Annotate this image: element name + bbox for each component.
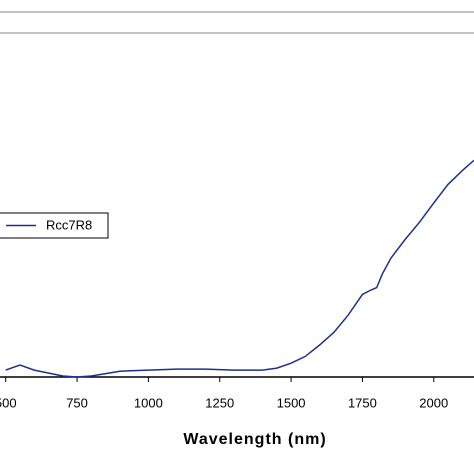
x-tick-label: 500 xyxy=(0,395,17,410)
x-tick-label: 1250 xyxy=(205,395,234,410)
title-box xyxy=(0,11,474,13)
x-tick-label: 1000 xyxy=(134,395,163,410)
x-tick-label: 2000 xyxy=(419,395,448,410)
legend-label: Rcc7R8 xyxy=(46,217,92,232)
data-line xyxy=(5,159,474,378)
x-tick-label: 1500 xyxy=(277,395,306,410)
x-tick-label: 750 xyxy=(66,395,88,410)
x-axis-label: Wavelength (nm) xyxy=(183,431,326,448)
plot-frame xyxy=(0,32,474,378)
x-tick-label: 1750 xyxy=(348,395,377,410)
